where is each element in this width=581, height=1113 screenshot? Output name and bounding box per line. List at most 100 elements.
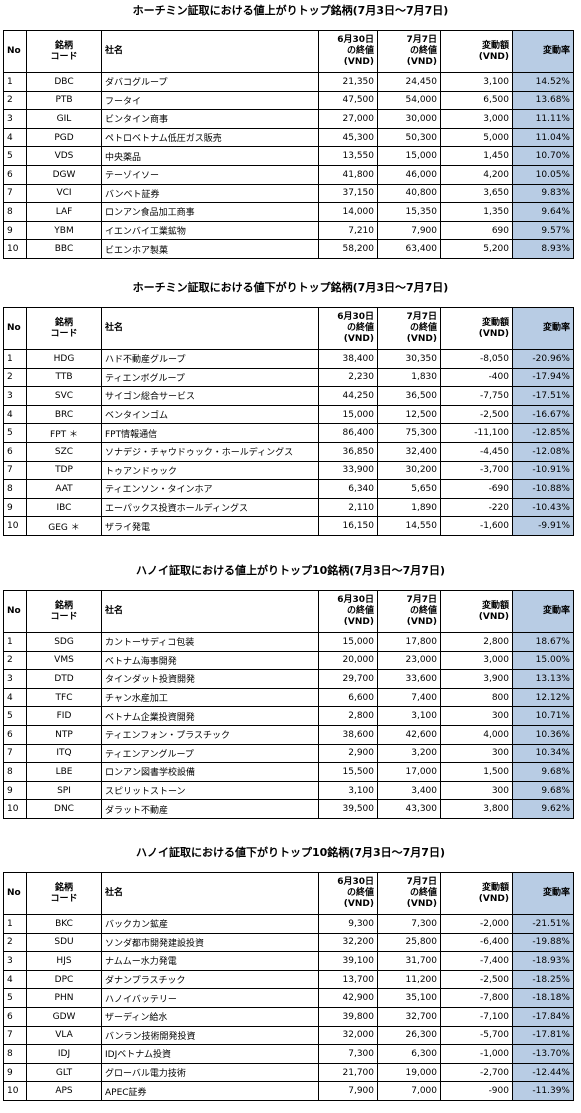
data-cell: 15,000 — [318, 404, 378, 425]
data-cell: -21.51% — [512, 914, 574, 934]
data-cell: 2 — [3, 367, 27, 388]
data-row: 8 LAF ロンアン食品加工商事 14,000 15,350 1,350 9.64% — [3, 202, 574, 222]
table-head: No 銘柄 コード 社名 6月30日 の終値 (VND) 7月7日 の終値 (VND) 変… — [3, 590, 574, 633]
data-cell: LAF — [26, 202, 102, 222]
data-cell: イエンバイ工業鉱物 — [101, 220, 319, 241]
data-cell: 14,550 — [377, 516, 441, 536]
data-cell: GEG ＊ — [26, 516, 102, 536]
data-cell: DTD — [26, 669, 102, 689]
table-head: No 銘柄 コード 社名 6月30日 の終値 (VND) 7月7日 の終値 (VND) 変… — [3, 30, 574, 73]
data-cell: 3,000 — [440, 650, 513, 671]
data-cell: 6 — [3, 441, 27, 462]
data-cell: 3,650 — [440, 183, 513, 204]
data-row: 9 GLT グローバル電力技術 21,700 19,000 -2,700 -12.44% — [3, 1062, 574, 1083]
data-cell: -11,100 — [440, 423, 513, 443]
data-cell: 1 — [3, 349, 27, 369]
data-cell: -2,500 — [440, 969, 513, 990]
data-row: 5 FPT ＊ FPT情報通信 86,400 75,300 -11,100 -12.85% — [3, 423, 574, 443]
header-cell: No — [3, 872, 27, 915]
stock-table: No 銘柄 コード 社名 6月30日 の終値 (VND) 7月7日 の終値 (VND) 変… — [3, 590, 574, 819]
data-cell: -8,050 — [440, 349, 513, 369]
data-cell: 19,000 — [377, 1062, 441, 1083]
data-cell: 8.93% — [512, 239, 574, 259]
data-cell: -6,400 — [440, 932, 513, 953]
data-cell: 1,890 — [377, 497, 441, 518]
data-cell: -7,100 — [440, 1006, 513, 1027]
data-cell: 9.68% — [512, 762, 574, 782]
data-cell: 11.04% — [512, 127, 574, 148]
data-cell: 9 — [3, 1062, 27, 1083]
data-cell: 21,350 — [318, 72, 378, 92]
data-cell: 1,500 — [440, 762, 513, 782]
data-cell: バックカン鉱産 — [101, 914, 319, 934]
data-row: 8 IDJ IDJベトナム投資 7,300 6,300 -1,000 -13.70% — [3, 1044, 574, 1064]
data-cell: 6,500 — [440, 90, 513, 111]
data-cell: 3,900 — [440, 669, 513, 689]
header-cell: 7月7日 の終値 (VND) — [377, 307, 441, 350]
data-row: 5 PHN ハノイバッテリー 42,900 35,100 -7,800 -18.18% — [3, 988, 574, 1008]
header-cell: 社名 — [101, 30, 319, 73]
data-cell: 10.05% — [512, 164, 574, 185]
data-cell: SDU — [26, 932, 102, 953]
data-cell: 10 — [3, 516, 27, 536]
data-cell: 3,400 — [377, 780, 441, 801]
data-cell: 20,000 — [318, 650, 378, 671]
section-title: ハノイ証取における値下がりトップ10銘柄(7月3日～7月7日) — [136, 846, 445, 859]
data-cell: ティエンボグループ — [101, 367, 319, 388]
data-cell: 4 — [3, 687, 27, 708]
data-cell: -12.44% — [512, 1062, 574, 1083]
data-cell: 10.36% — [512, 724, 574, 745]
data-cell: 21,700 — [318, 1062, 378, 1083]
data-cell: 5 — [3, 706, 27, 726]
data-cell: ペトロベトナム低圧ガス販売 — [101, 127, 319, 148]
data-cell: 32,200 — [318, 932, 378, 953]
data-cell: 33,900 — [318, 460, 378, 481]
data-cell: TDP — [26, 460, 102, 481]
data-cell: 15,000 — [377, 146, 441, 166]
header-cell: 6月30日 の終値 (VND) — [318, 307, 378, 350]
data-row: 8 LBE ロンアン図書学校設備 15,500 17,000 1,500 9.68% — [3, 762, 574, 782]
header-cell: 変動額 (VND) — [440, 30, 513, 73]
data-cell: 3 — [3, 951, 27, 971]
data-cell: SZC — [26, 441, 102, 462]
data-cell: 300 — [440, 743, 513, 764]
data-cell: 10.71% — [512, 706, 574, 726]
data-cell: 15.00% — [512, 650, 574, 671]
data-cell: フータイ — [101, 90, 319, 111]
data-cell: 300 — [440, 780, 513, 801]
header-cell: 銘柄 コード — [26, 307, 102, 350]
data-cell: 3 — [3, 386, 27, 406]
data-cell: 7,300 — [377, 914, 441, 934]
data-cell: 12,500 — [377, 404, 441, 425]
data-row: 4 BRC ベンタインゴム 15,000 12,500 -2,500 -16.67% — [3, 404, 574, 425]
data-cell: 10.70% — [512, 146, 574, 166]
data-cell: 11,200 — [377, 969, 441, 990]
data-cell: 30,350 — [377, 349, 441, 369]
data-cell: -7,800 — [440, 988, 513, 1008]
data-cell: 24,450 — [377, 72, 441, 92]
data-cell: 1 — [3, 72, 27, 92]
data-row: 6 NTP ティエンフォン・プラスチック 38,600 42,600 4,000 10.36… — [3, 724, 574, 745]
table-head: No 銘柄 コード 社名 6月30日 の終値 (VND) 7月7日 の終値 (VND) 変… — [3, 307, 574, 350]
data-cell: SDG — [26, 632, 102, 652]
data-cell: 5,650 — [377, 479, 441, 499]
data-cell: 16,150 — [318, 516, 378, 536]
header-row: No 銘柄 コード 社名 6月30日 の終値 (VND) 7月7日 の終値 (VND) 変… — [3, 30, 574, 73]
data-cell: エーパックス投資ホールディングス — [101, 497, 319, 518]
data-cell: FPT ＊ — [26, 423, 102, 443]
data-cell: -1,600 — [440, 516, 513, 536]
data-cell: 39,800 — [318, 1006, 378, 1027]
data-cell: 6,300 — [377, 1044, 441, 1064]
header-cell: 7月7日 の終値 (VND) — [377, 30, 441, 73]
data-cell: -11.39% — [512, 1081, 574, 1101]
data-cell: トゥアンドゥック — [101, 460, 319, 481]
header-cell: 7月7日 の終値 (VND) — [377, 872, 441, 915]
data-cell: VLA — [26, 1025, 102, 1046]
data-cell: 14,000 — [318, 202, 378, 222]
data-cell: 6 — [3, 164, 27, 185]
data-cell: SPI — [26, 780, 102, 801]
data-cell: 5 — [3, 988, 27, 1008]
data-cell: 9.64% — [512, 202, 574, 222]
data-cell: -1,000 — [440, 1044, 513, 1064]
